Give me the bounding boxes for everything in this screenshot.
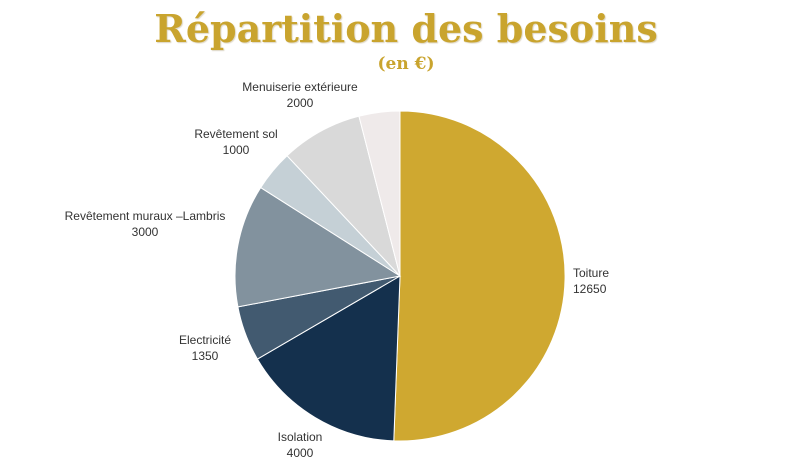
slice-value-0: 12650 <box>573 282 607 296</box>
slice-label-0: Toiture <box>573 266 609 280</box>
slice-label-1: Isolation <box>278 430 323 444</box>
slice-value-2: 1350 <box>192 349 219 363</box>
chart-title: Répartition des besoins <box>154 6 658 51</box>
slice-label-4: Revêtement sol <box>194 127 277 141</box>
slice-label-3: Revêtement muraux –Lambris <box>65 209 226 223</box>
slice-value-4: 1000 <box>223 143 250 157</box>
pie-slice-1 <box>256 275 401 442</box>
slice-value-5: 2000 <box>287 96 314 110</box>
slice-value-1: 4000 <box>287 446 314 460</box>
pie-slice-0 <box>393 110 566 442</box>
slice-value-3: 3000 <box>132 225 159 239</box>
pie-slice-3 <box>234 186 402 308</box>
slice-label-2: Electricité <box>179 333 231 347</box>
pie-slice-6 <box>358 110 401 277</box>
chart-subtitle: (en €) <box>377 54 435 74</box>
slice-label-5: Menuiserie extérieure <box>242 80 358 94</box>
